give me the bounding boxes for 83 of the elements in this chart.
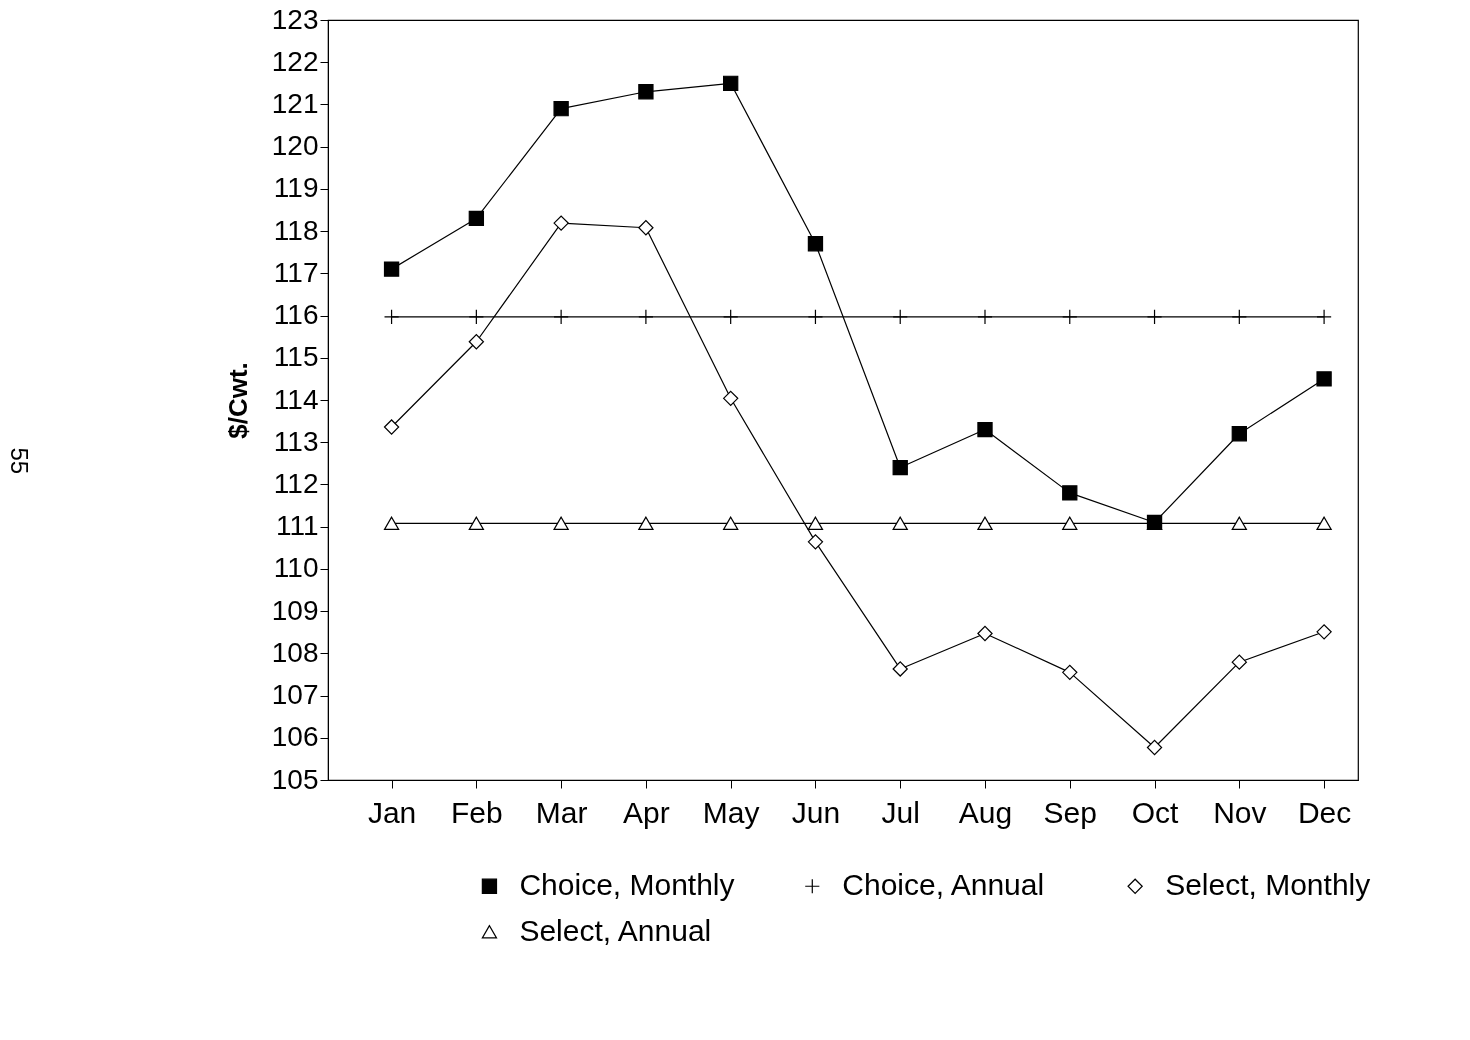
point	[468, 516, 485, 531]
y-tick-label: 105	[271, 763, 319, 795]
y-tick-label: 118	[273, 214, 319, 246]
y-tick-label: 121	[271, 87, 319, 119]
point	[723, 390, 739, 406]
point	[807, 516, 824, 531]
x-tick-label: Jul	[881, 795, 920, 829]
y-tick-label: 111	[275, 510, 319, 542]
y-tick-label: 119	[273, 172, 319, 204]
y-tick-label: 110	[273, 552, 319, 584]
point	[892, 516, 908, 531]
point	[383, 516, 400, 531]
point	[383, 419, 400, 435]
point	[1316, 624, 1332, 640]
y-tick-label: 108	[271, 636, 319, 668]
point	[807, 236, 824, 252]
point	[1316, 371, 1332, 387]
point	[383, 309, 400, 325]
legend-label: Select, Annual	[519, 913, 712, 947]
x-tick-label: Jan	[367, 795, 417, 829]
point	[807, 534, 824, 550]
point	[723, 309, 739, 325]
point	[1231, 654, 1247, 670]
point	[468, 334, 485, 350]
y-tick-label: 116	[273, 299, 319, 331]
point	[1146, 739, 1163, 756]
point	[468, 210, 485, 227]
point	[892, 459, 908, 476]
y-tick-label: 114	[273, 383, 319, 415]
point	[977, 421, 993, 438]
point	[638, 516, 654, 531]
y-tick-label: 112	[273, 467, 319, 499]
point	[977, 516, 993, 531]
x-tick-label: Mar	[535, 795, 588, 829]
x-tick-label: Feb	[451, 795, 503, 829]
point	[383, 261, 400, 277]
y-tick-label: 109	[271, 594, 319, 626]
x-tick-label: Sep	[1043, 795, 1097, 829]
x-tick-label: Nov	[1213, 795, 1267, 829]
point	[638, 84, 654, 100]
point	[892, 661, 908, 677]
point	[1316, 309, 1332, 325]
point	[1146, 309, 1163, 325]
point	[553, 215, 569, 231]
point	[1231, 309, 1247, 325]
y-axis-title: $/Cwt.	[222, 362, 253, 439]
x-tick-label: Oct	[1131, 795, 1180, 829]
x-tick-label: Aug	[958, 795, 1013, 829]
point	[723, 75, 739, 91]
point	[468, 309, 485, 325]
point	[1231, 426, 1247, 442]
y-tick-label: 123	[271, 3, 319, 35]
y-tick-label: 117	[273, 256, 319, 288]
y-tick-label: 106	[271, 721, 319, 753]
y-tick-label: 107	[271, 679, 319, 711]
y-tick-label: 113	[273, 425, 319, 457]
point	[1062, 664, 1078, 680]
point	[638, 220, 654, 236]
point	[977, 309, 993, 325]
point	[723, 516, 739, 531]
x-tick-label: Dec	[1297, 795, 1352, 829]
point	[977, 625, 993, 642]
point	[553, 516, 569, 531]
point	[1062, 516, 1078, 531]
point	[553, 101, 569, 117]
y-tick-label: 122	[271, 45, 319, 77]
text: 55	[6, 447, 33, 475]
x-tick-label: Apr	[623, 795, 670, 829]
point	[1062, 485, 1078, 501]
legend-label: Select, Monthly	[1165, 868, 1371, 902]
legend-label: Choice, Annual	[842, 868, 1045, 902]
point	[638, 309, 654, 325]
x-tick-label: May	[702, 795, 760, 829]
y-tick-label: 115	[273, 341, 319, 373]
y-tick-label: 120	[271, 130, 319, 162]
point	[553, 309, 569, 325]
point	[807, 309, 824, 325]
legend-label: Choice, Monthly	[519, 868, 735, 902]
point	[1231, 516, 1247, 531]
point	[892, 309, 908, 325]
point	[1316, 516, 1332, 531]
point	[1062, 309, 1078, 325]
x-tick-label: Jun	[791, 795, 841, 829]
